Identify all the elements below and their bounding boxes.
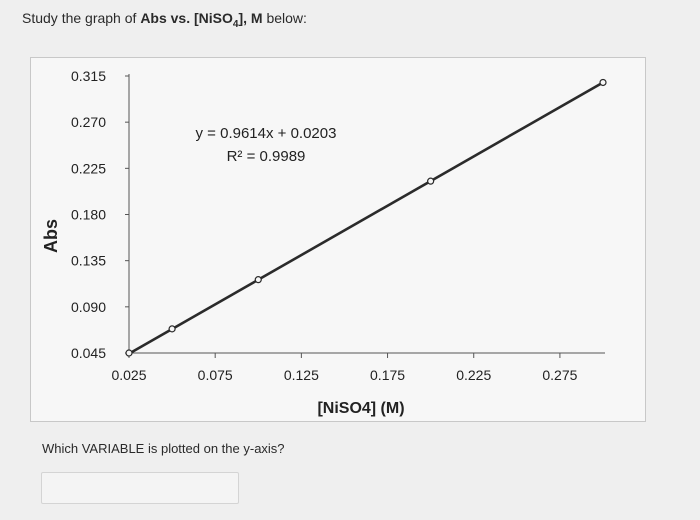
question-text: Which VARIABLE is plotted on the y-axis? — [42, 441, 285, 456]
y-tick-label: 0.180 — [71, 207, 106, 223]
absorbance-chart: 0.315 0.270 0.225 0.180 0.135 0.090 0.045 0.025… — [41, 68, 607, 417]
prompt-text: Study the graph of Abs vs. [NiSO4], M be… — [22, 10, 307, 30]
x-tick-label: 0.225 — [456, 367, 491, 383]
x-tick-label: 0.075 — [198, 367, 233, 383]
prompt-suffix: below: — [262, 10, 307, 26]
x-axis-title: [NiSO4] (M) — [317, 400, 404, 417]
y-tick-label: 0.225 — [71, 160, 106, 176]
answer-input[interactable] — [41, 472, 239, 504]
prompt-bold: Abs vs. [NiSO4], M — [140, 10, 263, 30]
chart-card: 0.315 0.270 0.225 0.180 0.135 0.090 0.045 0.025… — [30, 57, 646, 422]
prompt-bold-suffix: ], M — [238, 10, 263, 26]
data-point — [125, 349, 133, 357]
y-tick-label: 0.135 — [71, 253, 106, 269]
prompt-prefix: Study the graph of — [22, 10, 141, 26]
r-squared-label: R² = 0.9989 — [227, 148, 306, 165]
prompt-bold-text: Abs vs. [NiSO — [140, 10, 233, 26]
x-tick-label: 0.025 — [111, 367, 146, 383]
x-tick-label: 0.125 — [284, 367, 319, 383]
data-point — [254, 276, 262, 284]
trendline-equation: y = 0.9614x + 0.0203 — [196, 125, 337, 142]
trendline — [129, 81, 604, 355]
data-point — [599, 78, 607, 87]
y-axis-title: Abs — [41, 219, 61, 253]
prompt-subscript: 4 — [232, 18, 239, 30]
x-tick-label: 0.175 — [370, 367, 405, 383]
y-tick-label: 0.270 — [71, 114, 106, 130]
data-point — [427, 177, 435, 185]
y-tick-label: 0.045 — [71, 345, 106, 361]
y-tick-label: 0.315 — [71, 68, 106, 84]
x-tick-label: 0.275 — [542, 367, 577, 383]
y-tick-label: 0.090 — [71, 299, 106, 315]
data-point — [168, 325, 176, 333]
